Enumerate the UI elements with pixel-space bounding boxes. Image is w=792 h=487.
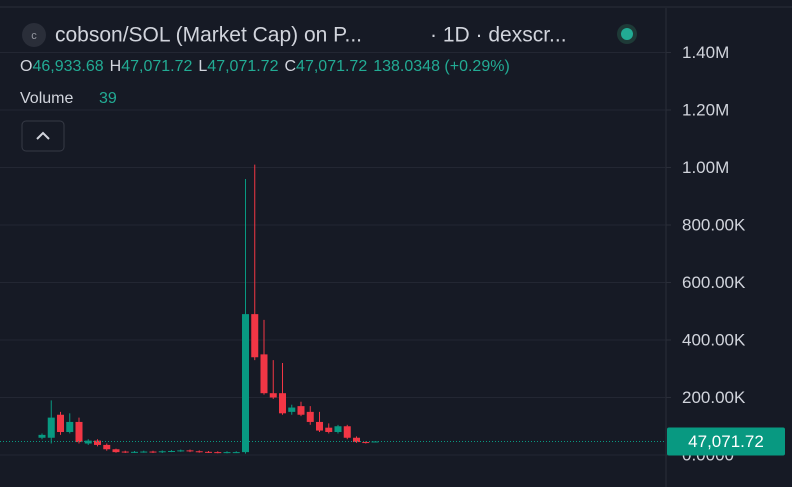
y-tick-label: 800.00K bbox=[682, 215, 746, 234]
collapse-button[interactable] bbox=[21, 120, 65, 152]
candle-body bbox=[297, 406, 305, 415]
ohlc-label: L bbox=[198, 58, 207, 75]
price-axis: 0.0000200.00K400.00K600.00K800.00K1.00M1… bbox=[666, 43, 785, 464]
candle-body bbox=[140, 451, 148, 453]
candle-body bbox=[205, 451, 212, 453]
candle-body bbox=[232, 452, 240, 454]
ohlc-label: C bbox=[284, 58, 296, 75]
ohlc-label: H bbox=[110, 58, 122, 75]
candle-body bbox=[131, 451, 138, 453]
y-tick-label: 400.00K bbox=[682, 330, 746, 349]
candle-body bbox=[306, 411, 314, 422]
candle-body bbox=[279, 393, 286, 414]
chevron-up bbox=[36, 131, 50, 140]
y-tick-label: 1.20M bbox=[682, 100, 729, 119]
candle-body bbox=[149, 451, 157, 453]
ohlc-value: 47,071.72 bbox=[121, 58, 192, 75]
y-tick-label: 600.00K bbox=[682, 273, 746, 292]
ohlc-label: O bbox=[20, 58, 32, 75]
volume-label: Volume bbox=[20, 90, 73, 107]
symbol-title: cobson/SOL (Market Cap) on P... bbox=[55, 24, 362, 47]
status-dot bbox=[621, 28, 633, 40]
candle-body bbox=[57, 414, 64, 433]
candle-body bbox=[177, 450, 185, 452]
candle-body bbox=[112, 449, 120, 453]
candles bbox=[0, 164, 666, 454]
candle-body bbox=[334, 426, 342, 433]
candle-body bbox=[316, 421, 323, 431]
y-tick-label: 200.00K bbox=[682, 388, 746, 407]
candle-body bbox=[38, 434, 46, 438]
candle-body bbox=[84, 440, 92, 444]
candle-body bbox=[251, 314, 259, 358]
last-price-label: 47,071.72 bbox=[688, 432, 764, 451]
candle-body bbox=[214, 452, 222, 454]
candle-body bbox=[158, 451, 166, 453]
candle-body bbox=[288, 407, 296, 412]
interval: · 1D · dexscr... bbox=[430, 24, 567, 47]
candle-body bbox=[195, 451, 203, 453]
legend: c cobson/SOL (Market Cap) on P... · 1D ·… bbox=[20, 23, 637, 152]
candle-body bbox=[121, 451, 129, 453]
change-value: 138.0348 (+0.29%) bbox=[373, 58, 510, 75]
candle-body bbox=[269, 393, 277, 398]
ohlc-value: 47,071.72 bbox=[296, 58, 367, 75]
grid bbox=[0, 51, 666, 456]
symbol-icon bbox=[22, 23, 46, 47]
y-tick-label: 1.00M bbox=[682, 158, 729, 177]
candle-body bbox=[353, 437, 360, 443]
volume-value: 39 bbox=[99, 90, 117, 107]
candle-body bbox=[94, 440, 101, 445]
candle-body bbox=[168, 450, 175, 452]
candle-body bbox=[362, 442, 370, 444]
candle-body bbox=[343, 426, 351, 438]
candle-body bbox=[47, 417, 55, 438]
ohlc-row: O46,933.68 H47,071.72 L47,071.72 C47,071.72… bbox=[20, 58, 510, 75]
candle-body bbox=[223, 452, 231, 454]
candle-body bbox=[242, 314, 249, 453]
candle-body bbox=[103, 444, 111, 450]
candle-body bbox=[75, 421, 83, 443]
candle-body bbox=[325, 427, 333, 433]
ohlc-value: 46,933.68 bbox=[32, 58, 103, 75]
candle-body bbox=[66, 421, 74, 433]
candle-body bbox=[186, 450, 194, 452]
last-price-box bbox=[667, 427, 785, 456]
candle-body bbox=[260, 354, 268, 394]
symbol-icon-letter: c bbox=[31, 30, 37, 42]
ohlc-value: 47,071.72 bbox=[207, 58, 278, 75]
y-tick-label: 1.40M bbox=[682, 43, 729, 62]
